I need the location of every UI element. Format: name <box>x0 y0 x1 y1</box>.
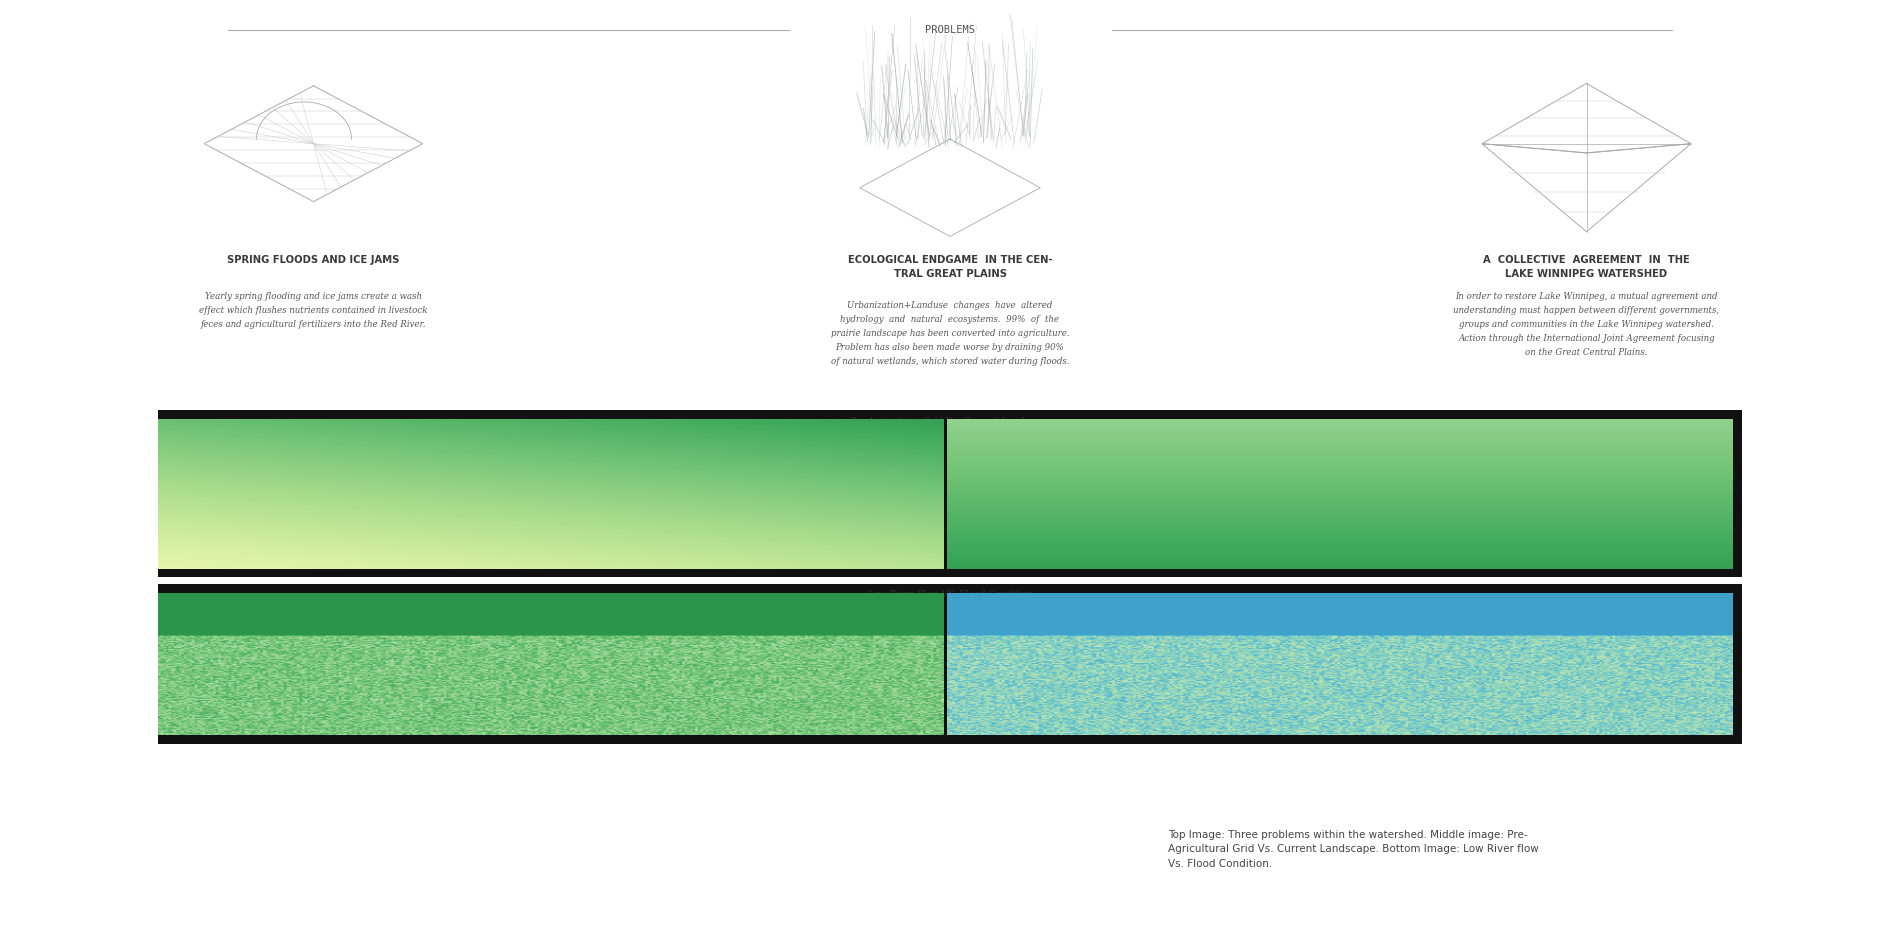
Text: A  COLLECTIVE  AGREEMENT  IN  THE
LAKE WINNIPEG WATERSHED: A COLLECTIVE AGREEMENT IN THE LAKE WINNI… <box>1484 255 1689 279</box>
Text: SPRING FLOODS AND ICE JAMS: SPRING FLOODS AND ICE JAMS <box>228 255 399 265</box>
Text: Top Image: Three problems within the watershed. Middle image: Pre-
Agricultural : Top Image: Three problems within the wat… <box>1168 830 1539 870</box>
Text: Pre-Agriculture Grid Vs. Current Landscape: Pre-Agriculture Grid Vs. Current Landsca… <box>849 417 1051 426</box>
Bar <box>158 584 1742 744</box>
Text: Yearly spring flooding and ice jams create a wash
effect which flushes nutrients: Yearly spring flooding and ice jams crea… <box>200 292 428 329</box>
Text: In order to restore Lake Winnipeg, a mutual agreement and
understanding must hap: In order to restore Lake Winnipeg, a mut… <box>1454 292 1720 357</box>
Text: PROBLEMS: PROBLEMS <box>925 25 975 34</box>
Text: ECOLOGICAL ENDGAME  IN THE CEN-
TRAL GREAT PLAINS: ECOLOGICAL ENDGAME IN THE CEN- TRAL GREA… <box>847 255 1053 279</box>
Bar <box>158 410 1742 577</box>
Text: Urbanization+Landuse  changes  have  altered
hydrology  and  natural  ecosystems: Urbanization+Landuse changes have altere… <box>830 301 1070 366</box>
Text: Low River Flow VS. Flood Condition: Low River Flow VS. Flood Condition <box>868 590 1032 600</box>
